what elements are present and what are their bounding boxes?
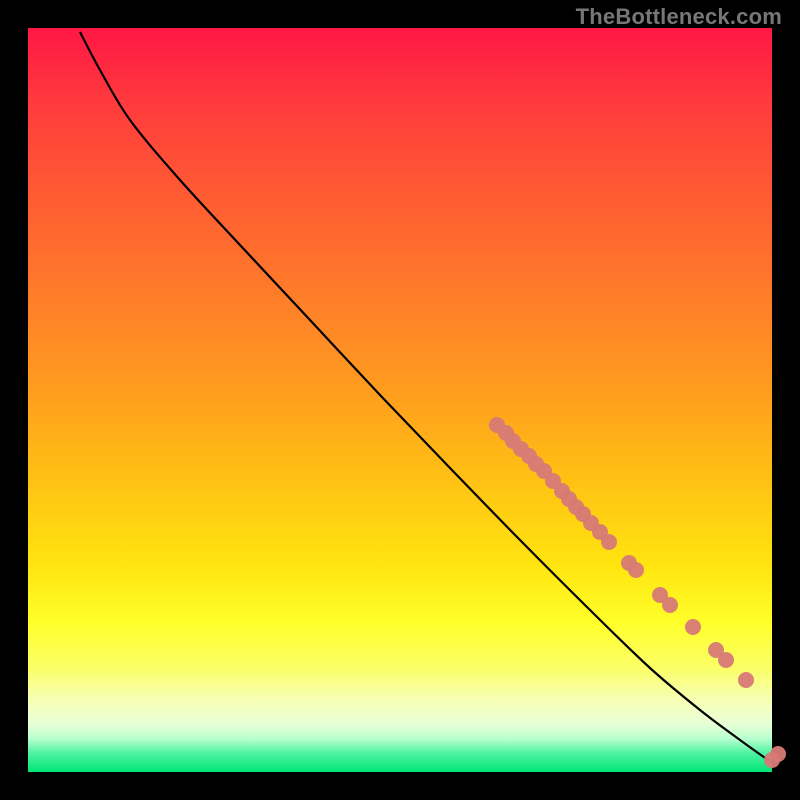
watermark-text: TheBottleneck.com [576,4,782,30]
bottleneck-chart [0,0,800,800]
data-point [718,652,734,668]
data-point [628,562,644,578]
data-point [601,534,617,550]
chart-background [28,28,772,772]
data-point [685,619,701,635]
data-point [738,672,754,688]
data-point [662,597,678,613]
data-point [770,746,786,762]
